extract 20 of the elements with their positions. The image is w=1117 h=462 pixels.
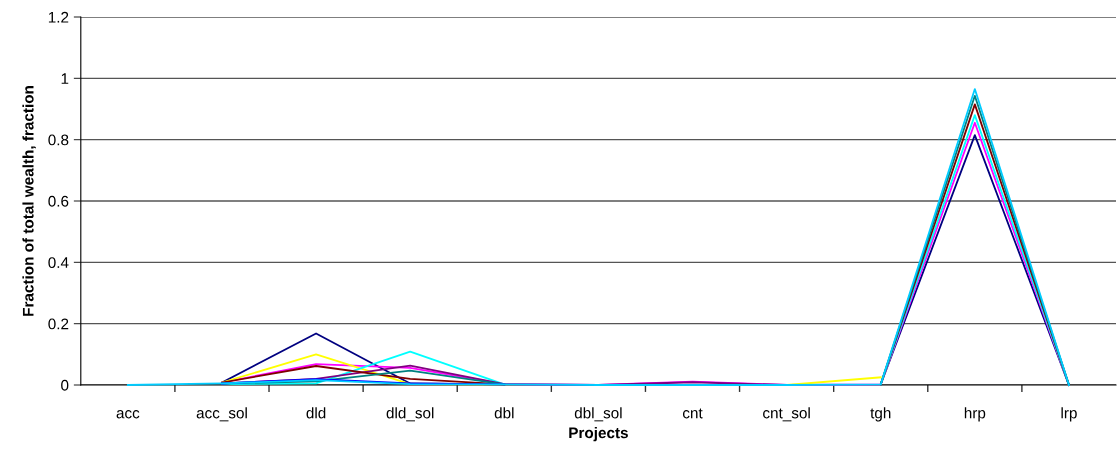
x-tick-label: lrp [1061,407,1077,422]
x-tick-label: acc_sol [196,407,247,422]
x-tick-label: dbl_sol [574,407,622,422]
x-tick-label: cnt [682,408,703,419]
x-tick-label: dld [306,407,326,419]
x-tick-label: hrp [964,407,986,422]
y-tick-label: 0.2 [48,318,69,330]
y-tick-label: 0 [61,379,69,391]
y-tick-label: 0.6 [48,195,69,207]
x-tick-label: cnt_sol [763,407,810,422]
x-tick-label: acc [116,410,140,419]
x-tick-label: tgh [870,407,891,422]
y-tick-label: 1.2 [48,11,69,23]
y-tick-label: 0.4 [48,257,69,269]
x-tick-label: dld_sol [386,407,434,422]
x-axis-title: Projects [569,427,628,442]
y-tick-label: 0.8 [48,134,69,146]
y-tick-label: 1 [61,73,69,84]
y-axis-title: Fraction of total wealth, fraction [22,86,36,316]
x-tick-label: dbl [494,407,514,419]
